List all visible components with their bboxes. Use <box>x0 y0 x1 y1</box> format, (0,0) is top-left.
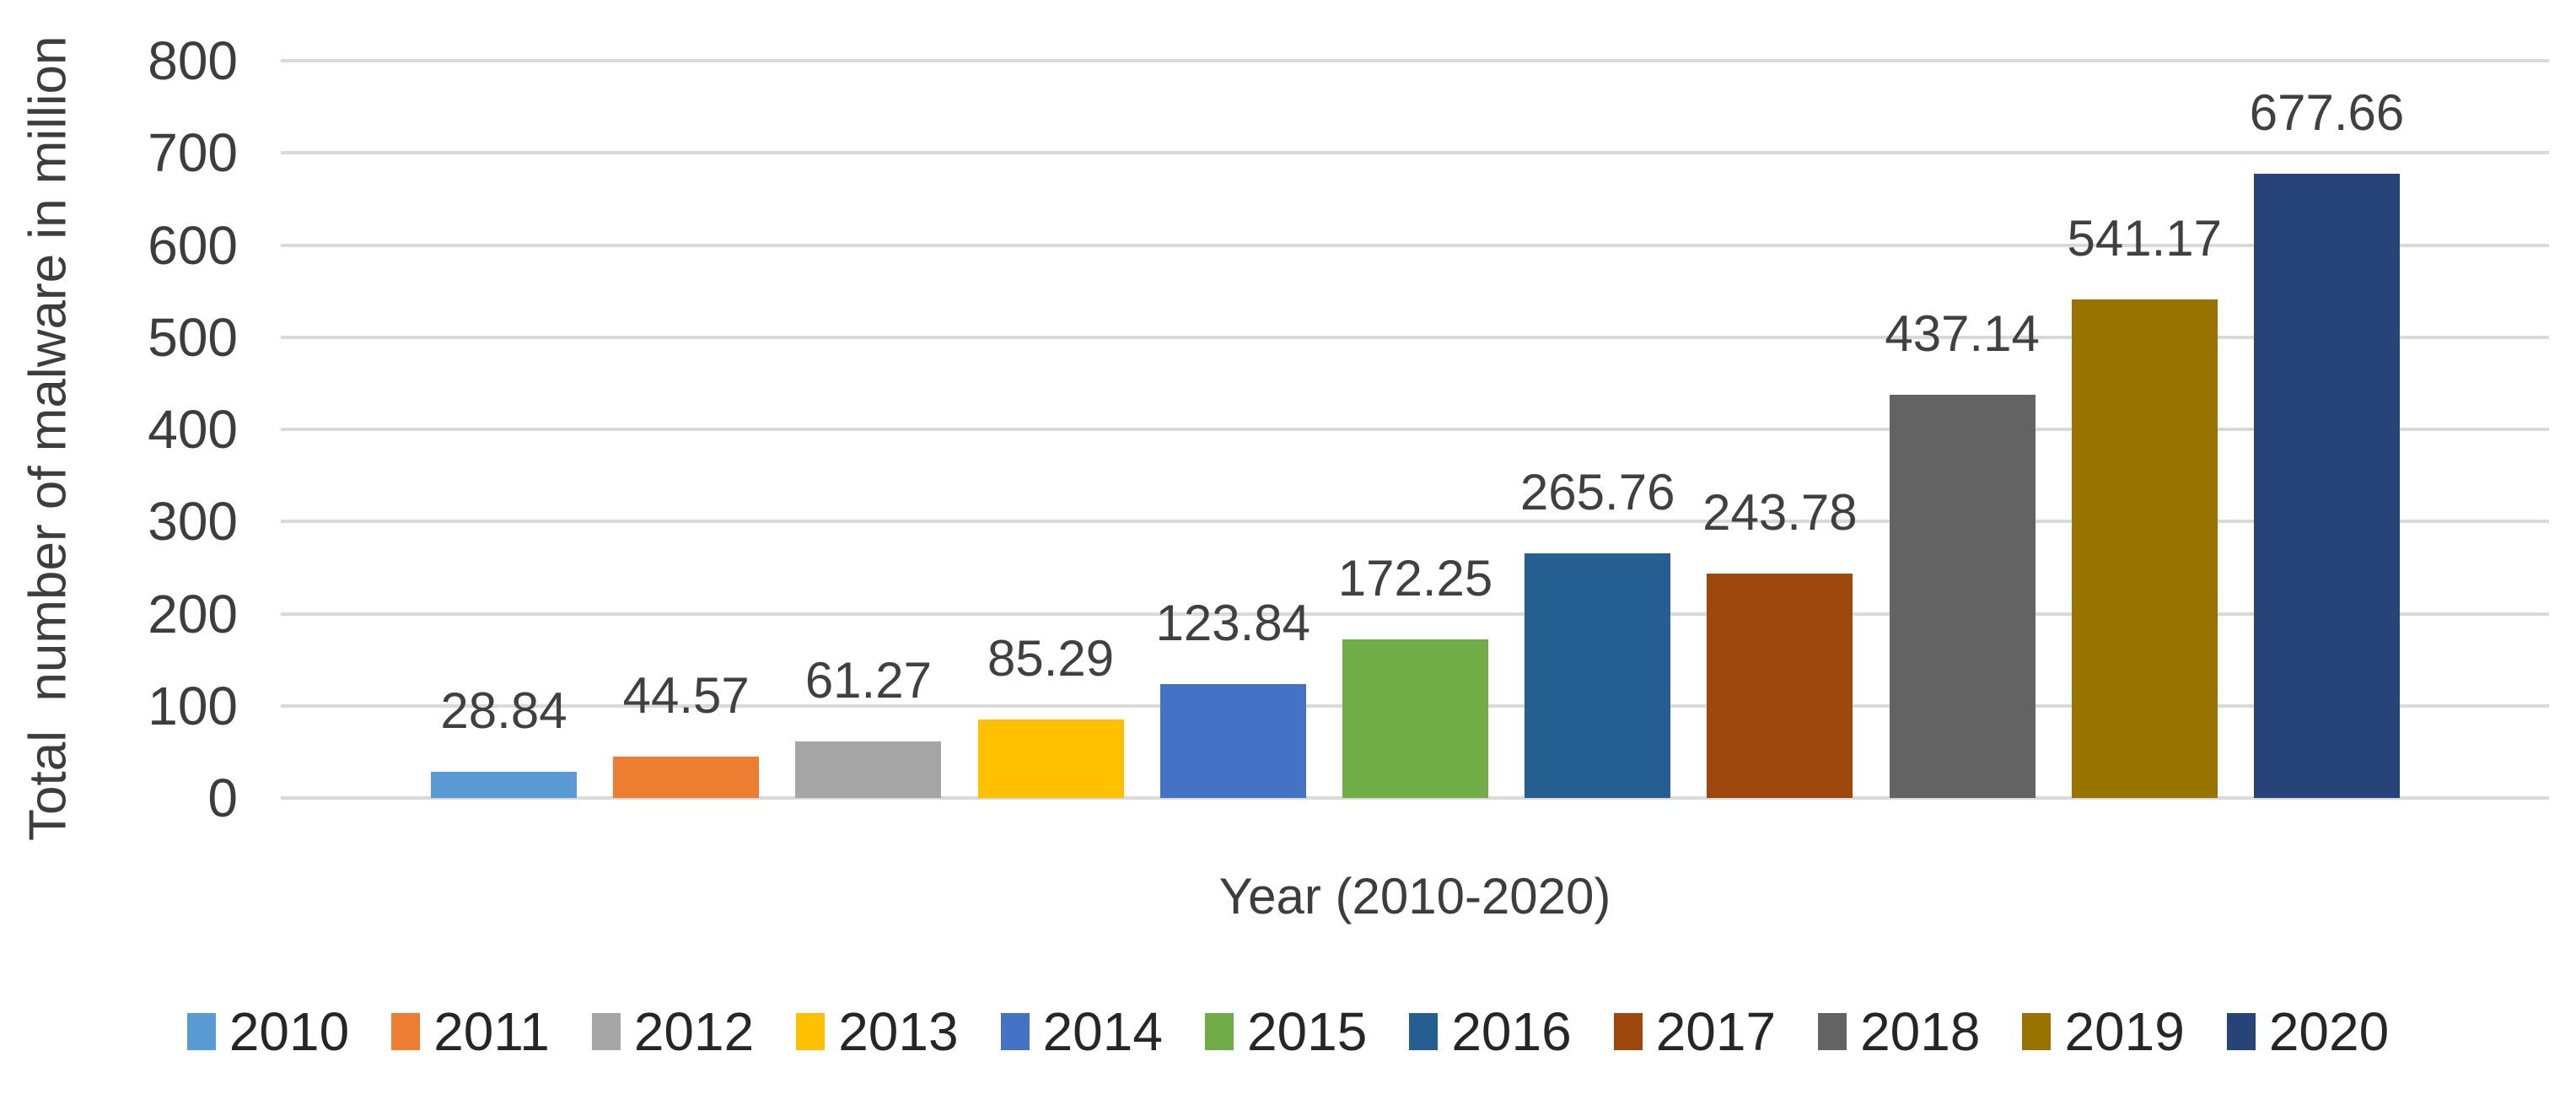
bar-2010 <box>431 771 577 798</box>
legend-label-2010: 2010 <box>229 1001 350 1062</box>
y-tick-label-300: 300 <box>148 491 238 552</box>
legend-label-2015: 2015 <box>1246 1001 1368 1062</box>
legend-item-2015: 2015 <box>1204 1001 1368 1062</box>
y-tick-label-100: 100 <box>148 675 238 736</box>
legend-label-2011: 2011 <box>433 1001 550 1062</box>
gridline-y-800 <box>281 59 2549 62</box>
value-label-2011: 44.57 <box>622 667 750 725</box>
gridline-y-200 <box>281 612 2549 616</box>
bar-2017 <box>1707 573 1853 798</box>
gridline-y-600 <box>281 243 2549 247</box>
y-tick-label-0: 0 <box>207 768 238 828</box>
value-label-2018: 437.14 <box>1885 305 2040 363</box>
bar-2018 <box>1889 395 2036 798</box>
legend-item-2020: 2020 <box>2226 1001 2390 1062</box>
bar-2014 <box>1159 683 1306 798</box>
legend: 2010 2011 2012 2013 2014 2015 2016 2017 2018 2019… <box>0 994 2576 1070</box>
bar-2011 <box>613 757 760 798</box>
legend-label-2019: 2019 <box>2064 1001 2185 1062</box>
legend-label-2014: 2014 <box>1042 1001 1163 1062</box>
legend-swatch-2012 <box>591 1013 621 1050</box>
value-label-2019: 541.17 <box>2067 209 2223 267</box>
legend-swatch-2018 <box>1818 1013 1847 1050</box>
legend-swatch-2014 <box>1000 1013 1030 1050</box>
legend-label-2020: 2020 <box>2268 1001 2390 1062</box>
legend-item-2016: 2016 <box>1409 1001 1572 1062</box>
legend-item-2019: 2019 <box>2022 1001 2185 1062</box>
plot-area: 28.84 44.57 61.27 85.29 123.84 172.25 265.76 24… <box>281 59 2549 800</box>
legend-item-2017: 2017 <box>1613 1001 1777 1062</box>
legend-item-2012: 2012 <box>591 1001 755 1062</box>
legend-item-2018: 2018 <box>1818 1005 1980 1059</box>
y-tick-label-400: 400 <box>148 399 238 460</box>
gridline-y-0 <box>281 796 2549 800</box>
bar-2015 <box>1342 639 1488 798</box>
y-tick-label-200: 200 <box>148 583 238 644</box>
bar-2020 <box>2254 173 2400 798</box>
legend-item-2014: 2014 <box>1000 1001 1163 1062</box>
value-label-2014: 123.84 <box>1155 594 1311 651</box>
legend-label-2012: 2012 <box>633 1001 755 1062</box>
legend-label-2013: 2013 <box>838 1001 959 1062</box>
bar-2013 <box>977 719 1124 798</box>
gridline-y-700 <box>281 151 2549 155</box>
y-axis-tick-labels: 0 100 200 300 400 500 600 700 800 <box>0 0 238 886</box>
legend-swatch-2019 <box>2022 1013 2052 1050</box>
x-axis-title: Year (2010-2020) <box>1218 868 1611 924</box>
legend-item-2010: 2010 <box>186 1001 350 1062</box>
y-tick-label-600: 600 <box>148 214 238 276</box>
legend-item-2011: 2011 <box>391 1005 550 1059</box>
y-tick-label-700: 700 <box>148 122 238 184</box>
legend-swatch-2010 <box>186 1013 216 1050</box>
value-label-2015: 172.25 <box>1337 549 1493 606</box>
legend-swatch-2016 <box>1409 1013 1439 1050</box>
value-label-2012: 61.27 <box>804 652 932 709</box>
value-label-2017: 243.78 <box>1702 483 1858 541</box>
bar-2019 <box>2071 299 2218 798</box>
y-tick-label-800: 800 <box>148 30 238 91</box>
y-tick-label-500: 500 <box>148 306 238 368</box>
value-label-2010: 28.84 <box>440 682 567 739</box>
legend-label-2018: 2018 <box>1860 1001 1981 1062</box>
legend-swatch-2013 <box>796 1013 826 1050</box>
gridline-y-300 <box>281 520 2549 524</box>
legend-label-2016: 2016 <box>1451 1001 1572 1062</box>
legend-swatch-2011 <box>391 1013 421 1050</box>
legend-label-2017: 2017 <box>1655 1001 1777 1062</box>
legend-swatch-2020 <box>2226 1013 2256 1050</box>
legend-swatch-2015 <box>1204 1013 1234 1050</box>
bar-2016 <box>1525 552 1671 798</box>
legend-swatch-2017 <box>1613 1013 1643 1050</box>
value-label-2020: 677.66 <box>2249 84 2405 141</box>
gridline-y-500 <box>281 335 2549 339</box>
value-label-2016: 265.76 <box>1519 463 1675 520</box>
legend-item-2013: 2013 <box>796 1001 959 1062</box>
bar-2012 <box>795 741 942 798</box>
gridline-y-400 <box>281 428 2549 431</box>
value-label-2013: 85.29 <box>987 629 1115 687</box>
